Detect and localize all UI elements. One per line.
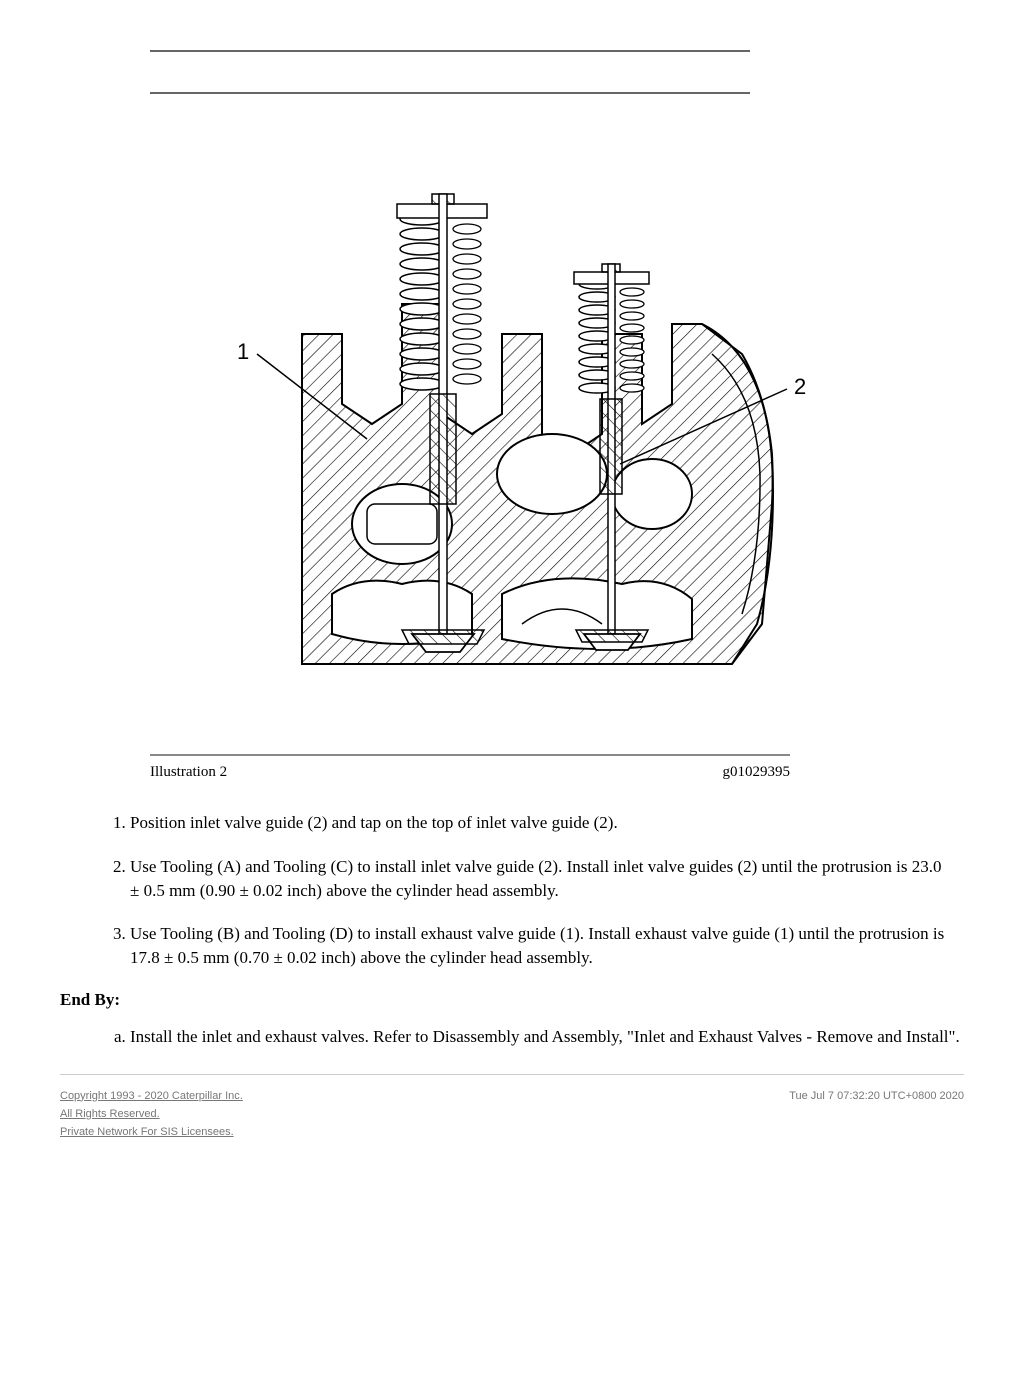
end-by-steps: Install the inlet and exhaust valves. Re… <box>90 1025 994 1049</box>
end-by-heading: End By: <box>60 990 994 1010</box>
illustration-id: g01029395 <box>723 764 791 781</box>
illustration-caption: Illustration 2 g01029395 <box>150 764 790 781</box>
illustration: 1 2 <box>30 134 994 744</box>
callout-2-text: 2 <box>794 374 806 399</box>
footer-network[interactable]: Private Network For SIS Licensees. <box>60 1126 243 1138</box>
footer-rights[interactable]: All Rights Reserved. <box>60 1108 243 1120</box>
step-3: Use Tooling (B) and Tooling (D) to insta… <box>130 922 994 970</box>
top-dividers <box>150 50 750 94</box>
divider-1 <box>150 50 750 52</box>
step-1: Position inlet valve guide (2) and tap o… <box>130 811 994 835</box>
footer-left: Copyright 1993 - 2020 Caterpillar Inc. A… <box>60 1090 243 1144</box>
divider-2 <box>150 92 750 94</box>
page-footer: Copyright 1993 - 2020 Caterpillar Inc. A… <box>60 1090 964 1144</box>
caption-divider <box>150 754 790 756</box>
footer-divider <box>60 1074 964 1075</box>
illustration-label: Illustration 2 <box>150 764 227 781</box>
step-2: Use Tooling (A) and Tooling (C) to insta… <box>130 855 994 903</box>
footer-timestamp: Tue Jul 7 07:32:20 UTC+0800 2020 <box>789 1090 964 1144</box>
footer-copyright[interactable]: Copyright 1993 - 2020 Caterpillar Inc. <box>60 1090 243 1102</box>
procedure-steps: Position inlet valve guide (2) and tap o… <box>90 811 994 970</box>
callout-1-text: 1 <box>237 339 249 364</box>
end-by-step-a: Install the inlet and exhaust valves. Re… <box>130 1025 994 1049</box>
valve-guide-diagram: 1 2 <box>202 154 822 714</box>
